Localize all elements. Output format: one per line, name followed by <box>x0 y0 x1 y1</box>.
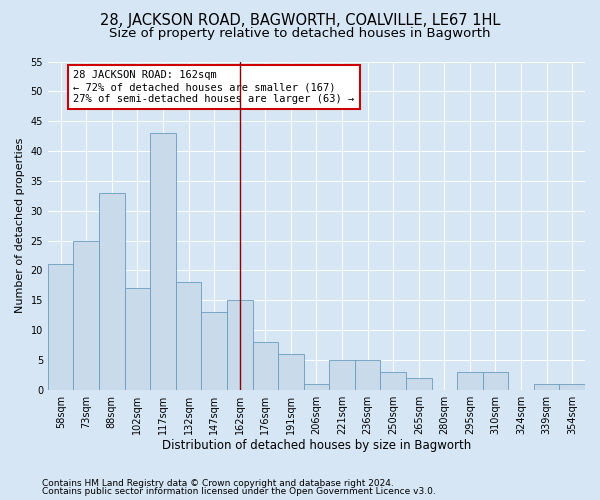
Text: Contains public sector information licensed under the Open Government Licence v3: Contains public sector information licen… <box>42 487 436 496</box>
Bar <box>253 342 278 390</box>
Y-axis label: Number of detached properties: Number of detached properties <box>15 138 25 314</box>
Bar <box>457 372 482 390</box>
Bar <box>125 288 150 390</box>
Text: Size of property relative to detached houses in Bagworth: Size of property relative to detached ho… <box>109 28 491 40</box>
Bar <box>380 372 406 390</box>
Text: 28 JACKSON ROAD: 162sqm
← 72% of detached houses are smaller (167)
27% of semi-d: 28 JACKSON ROAD: 162sqm ← 72% of detache… <box>73 70 355 104</box>
Bar <box>73 240 99 390</box>
Bar <box>355 360 380 390</box>
Bar <box>202 312 227 390</box>
Bar <box>534 384 559 390</box>
Text: 28, JACKSON ROAD, BAGWORTH, COALVILLE, LE67 1HL: 28, JACKSON ROAD, BAGWORTH, COALVILLE, L… <box>100 12 500 28</box>
Bar <box>278 354 304 390</box>
Bar <box>482 372 508 390</box>
Bar <box>329 360 355 390</box>
Bar <box>304 384 329 390</box>
Bar <box>406 378 431 390</box>
Text: Contains HM Land Registry data © Crown copyright and database right 2024.: Contains HM Land Registry data © Crown c… <box>42 478 394 488</box>
Bar <box>227 300 253 390</box>
Bar <box>176 282 202 390</box>
Bar <box>559 384 585 390</box>
Bar <box>150 133 176 390</box>
Bar <box>99 193 125 390</box>
X-axis label: Distribution of detached houses by size in Bagworth: Distribution of detached houses by size … <box>162 440 471 452</box>
Bar <box>48 264 73 390</box>
